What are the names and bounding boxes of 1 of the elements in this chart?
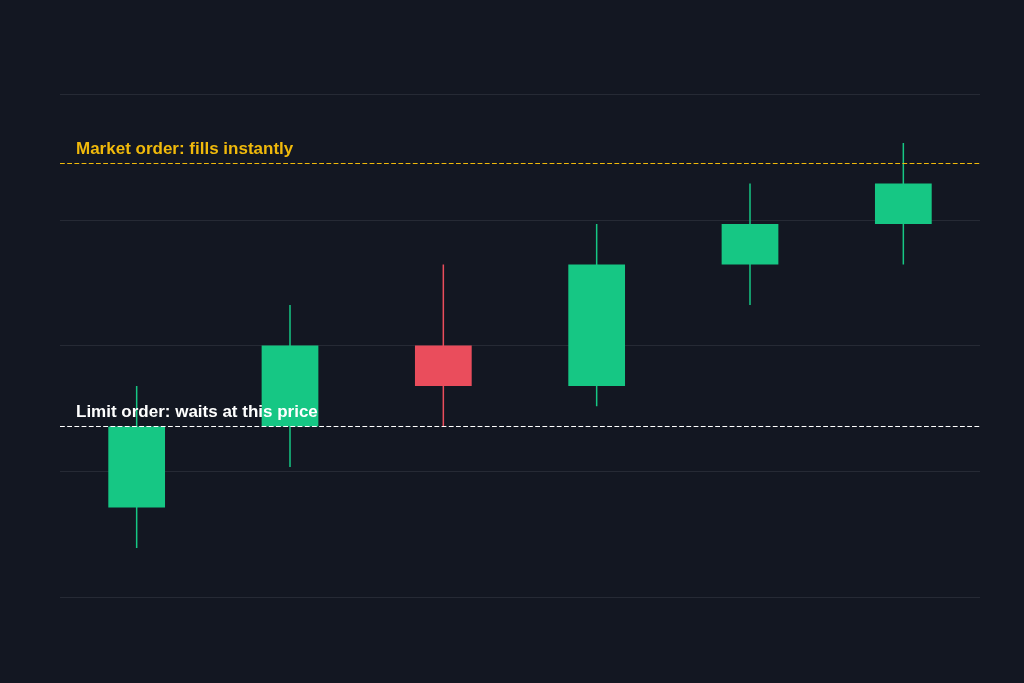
- ref-line-label: Market order: fills instantly: [76, 139, 294, 159]
